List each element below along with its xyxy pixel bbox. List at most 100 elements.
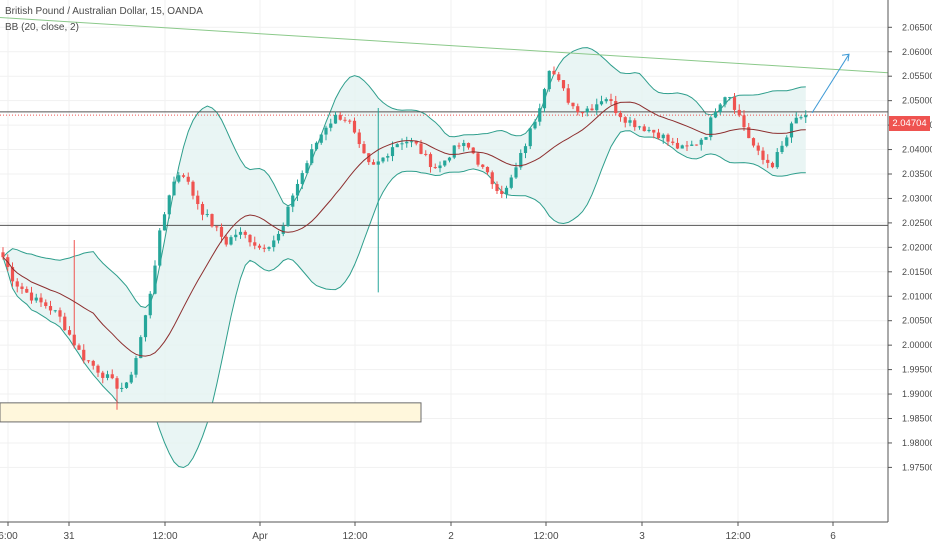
projection-arrow-head: [841, 53, 850, 62]
candle-body: [694, 144, 699, 146]
candle-body: [352, 120, 357, 133]
candle-body: [504, 187, 509, 194]
x-tick-label: 31: [63, 531, 75, 542]
candle-body: [732, 97, 737, 110]
candle-body: [186, 176, 190, 182]
candle-body: [324, 127, 328, 135]
x-tick-label: 12:00: [152, 531, 177, 542]
candle-body: [585, 108, 589, 113]
candle-body: [528, 128, 532, 147]
candle-body: [671, 141, 675, 143]
candle-body: [447, 157, 452, 161]
candle-body: [490, 172, 494, 185]
candle-body: [234, 234, 238, 238]
candle-body: [371, 162, 376, 165]
candle-body: [191, 181, 195, 196]
candle-body: [286, 206, 290, 227]
candle-body: [428, 154, 433, 168]
candle-body: [666, 134, 670, 142]
candle-body: [452, 145, 456, 158]
y-tick-label: 2.03000: [902, 193, 932, 203]
candle-body: [362, 144, 366, 154]
y-tick-label: 1.99500: [902, 365, 932, 375]
candle-body: [547, 70, 551, 90]
candle-body: [509, 177, 513, 188]
candle-body: [120, 387, 124, 389]
candle-body: [637, 126, 642, 128]
projection-arrow: [811, 53, 850, 114]
candle-body: [405, 141, 409, 144]
candle-body: [675, 142, 680, 149]
candle-body: [718, 104, 722, 112]
candle-body: [295, 183, 300, 196]
candle-body: [785, 137, 789, 146]
candle-body: [181, 175, 186, 177]
candle-body: [39, 297, 43, 303]
candle-body: [538, 108, 542, 122]
candle-body: [343, 119, 347, 121]
x-tick-label: 2: [448, 531, 454, 542]
candle-body: [386, 156, 390, 158]
candle-body: [143, 315, 148, 338]
x-tick-label: 12:00: [533, 531, 558, 542]
y-tick-label: 2.04000: [902, 145, 932, 155]
instrument-title: British Pound / Australian Dollar, 15, O…: [5, 6, 203, 17]
candle-body: [709, 117, 713, 138]
candle-body: [728, 97, 732, 99]
x-tick-label: Apr: [252, 531, 268, 542]
candle-body: [704, 137, 708, 140]
candle-body: [690, 144, 694, 146]
y-tick-label: 2.01000: [902, 291, 932, 301]
candle-body: [566, 88, 570, 103]
y-tick-label: 2.00500: [902, 316, 932, 326]
candle-body: [485, 166, 490, 173]
candle-body: [333, 114, 338, 124]
y-tick-label: 1.98000: [902, 438, 932, 448]
candle-body: [433, 167, 437, 169]
candle-body: [262, 247, 266, 249]
candle-body: [680, 145, 684, 149]
candle-body: [775, 152, 779, 168]
candle-body: [647, 129, 651, 132]
candle-body: [319, 134, 323, 143]
candle-body: [789, 123, 794, 138]
y-tick-label: 1.98500: [902, 414, 932, 424]
candle-body: [96, 365, 100, 373]
candle-body: [238, 231, 243, 235]
candle-body: [1, 252, 5, 258]
candle-body: [34, 297, 38, 301]
candle-body: [44, 302, 48, 307]
candle-body: [471, 147, 475, 154]
candle-body: [67, 330, 72, 335]
candle-body: [253, 242, 257, 246]
candle-body: [633, 120, 637, 128]
candle-body: [314, 142, 319, 150]
y-tick-label: 2.03500: [902, 169, 932, 179]
candle-body: [457, 145, 461, 147]
candle-body: [751, 138, 756, 146]
candle-body: [481, 164, 485, 167]
y-tick-label: 2.02000: [902, 242, 932, 252]
x-tick-label: 12:00: [725, 531, 750, 542]
bb-basis: [2, 101, 806, 357]
candle-body: [804, 115, 808, 118]
candle-body: [770, 162, 775, 168]
demand-zone-box: [0, 402, 422, 423]
candle-body: [205, 214, 209, 216]
candle-body: [105, 374, 110, 378]
y-tick-label: 2.01500: [902, 267, 932, 277]
candle-body: [609, 99, 613, 102]
candle-body: [177, 175, 181, 182]
candle-body: [409, 141, 414, 143]
trendline: [0, 17, 889, 74]
candle-body: [148, 293, 152, 316]
candle-body: [533, 121, 537, 129]
candle-body: [158, 230, 162, 266]
candle-body: [747, 127, 751, 139]
candle-body: [623, 117, 627, 123]
candle-body: [367, 153, 371, 163]
candle-body: [424, 153, 428, 155]
candle-body: [10, 267, 15, 282]
candle-body: [576, 106, 580, 113]
